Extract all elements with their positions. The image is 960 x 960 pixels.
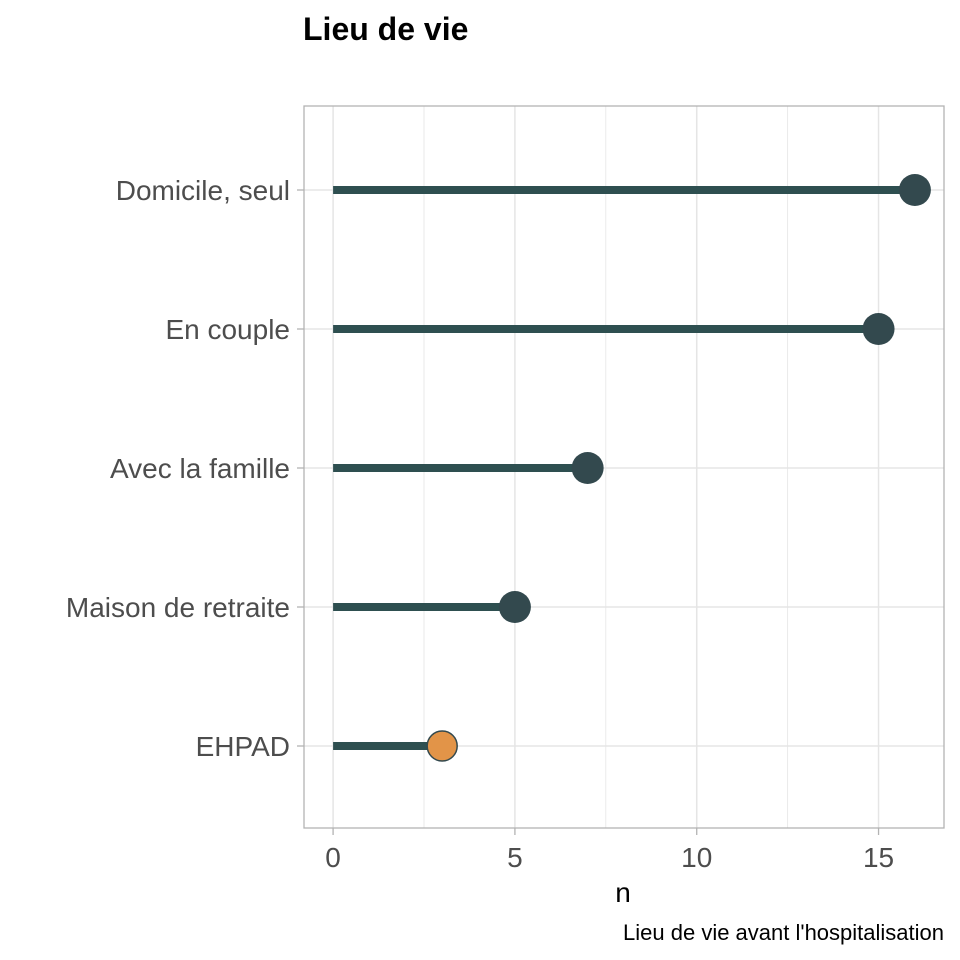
lollipop-point [898, 174, 931, 206]
y-tick-label: En couple [165, 314, 290, 345]
lollipop-point [571, 452, 604, 484]
chart-title: Lieu de vie [303, 11, 468, 47]
x-tick-label: 15 [863, 842, 894, 873]
chart-caption: Lieu de vie avant l'hospitalisation [623, 920, 944, 945]
lollipop-point-highlight [426, 730, 458, 762]
y-tick-label: Avec la famille [110, 453, 290, 484]
panel-border [303, 105, 945, 829]
x-axis-title: n [615, 877, 631, 908]
lollipop-point [498, 591, 531, 623]
y-tick-label: EHPAD [196, 731, 290, 762]
y-tick-label: Domicile, seul [116, 175, 290, 206]
lollipop-marks [333, 174, 931, 762]
y-tick-label: Maison de retraite [66, 592, 290, 623]
lollipop-point [862, 313, 895, 345]
x-tick-label: 0 [325, 842, 341, 873]
x-tick-label: 5 [507, 842, 523, 873]
x-tick-label: 10 [681, 842, 712, 873]
axes: Domicile, seul En couple Avec la famille Ma… [66, 175, 894, 873]
